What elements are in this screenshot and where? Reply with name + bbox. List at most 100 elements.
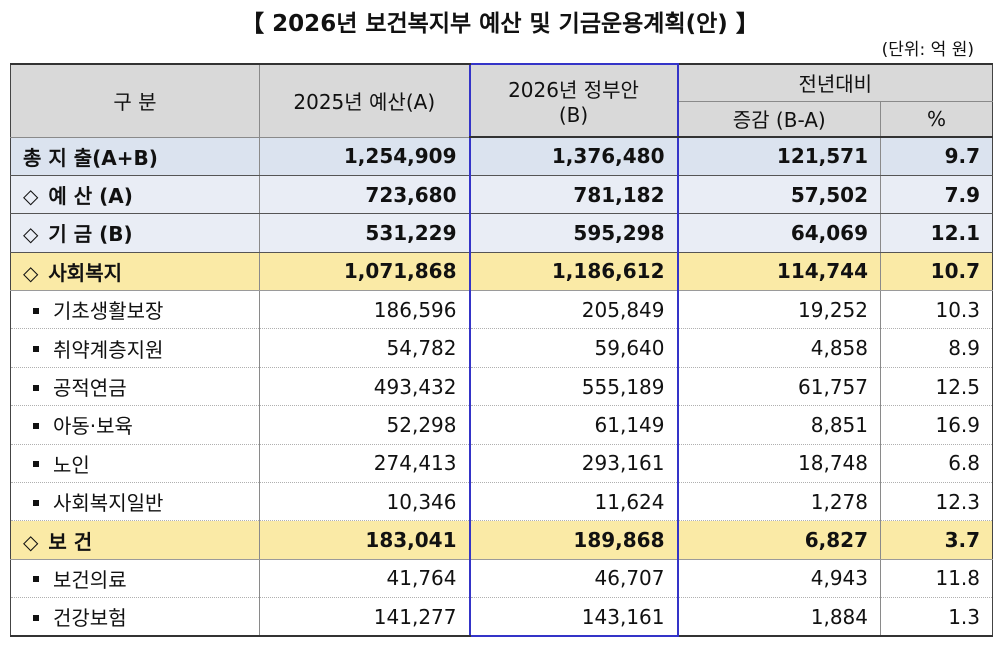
cell-percent: 6.8 [879,444,994,484]
cell-percent: 1.3 [879,597,994,638]
diamond-icon: ◇ [23,260,39,285]
cell-change: 114,744 [677,252,881,292]
budget-table: 구 분 2025년 예산(A) 2026년 정부안 (B) 전년대비 증감 (B… [10,63,994,638]
cell-percent: 9.7 [879,137,994,176]
row-label: 기초생활보장 [10,290,260,330]
cell-budget-2026: 1,376,480 [468,137,679,176]
table-body: 총 지 출(A+B) 1,254,909 1,376,480 121,571 9.7 ◇ 예… [10,137,994,638]
cell-budget-2025: 1,071,868 [259,252,470,292]
diamond-icon: ◇ [23,222,39,247]
row-label: 사회복지일반 [10,482,260,522]
table-row-sector: ◇ 보 건 183,041 189,868 6,827 3.7 [10,520,994,560]
bullet-icon [33,461,39,468]
row-label-text: 예 산 (A) [48,184,133,209]
cell-budget-2025: 183,041 [259,520,470,560]
row-label: ◇ 예 산 (A) [10,175,260,215]
table-row-sub: ◇ 기 금 (B) 531,229 595,298 64,069 12.1 [10,213,994,253]
cell-budget-2025: 723,680 [259,175,470,215]
row-label-text: 총 지 출(A+B) [23,145,158,170]
row-label: ◇ 기 금 (B) [10,213,260,253]
cell-change: 1,884 [677,597,881,638]
table-row-item: 공적연금 493,432 555,189 61,757 12.5 [10,367,994,407]
row-label: 건강보험 [10,597,260,638]
cell-budget-2025: 54,782 [259,328,470,368]
bullet-icon [33,384,39,391]
cell-budget-2025: 186,596 [259,290,470,330]
cell-change: 57,502 [677,175,881,215]
cell-change: 4,943 [677,559,881,599]
cell-percent: 12.1 [879,213,994,253]
row-label-text: 공적연금 [53,376,127,401]
row-label: 아동‧보육 [10,405,260,445]
cell-budget-2025: 274,413 [259,444,470,484]
table-row-item: 취약계층지원 54,782 59,640 4,858 8.9 [10,328,994,368]
cell-budget-2026: 1,186,612 [468,252,679,292]
row-label-text: 건강보험 [53,606,127,631]
cell-budget-2026: 143,161 [468,597,679,638]
cell-budget-2026: 61,149 [468,405,679,445]
table-row-item: 아동‧보육 52,298 61,149 8,851 16.9 [10,405,994,445]
row-label: 노인 [10,444,260,484]
page-title: 【 2026년 보건복지부 예산 및 기금운용계획(안) 】 [241,11,759,37]
cell-budget-2026: 205,849 [468,290,679,330]
table-row-sector: ◇ 사회복지 1,071,868 1,186,612 114,744 10.7 [10,252,994,292]
row-label-text: 아동‧보육 [53,414,133,439]
diamond-icon: ◇ [23,529,39,554]
cell-change: 61,757 [677,367,881,407]
row-label-text: 사회복지일반 [53,491,164,516]
cell-percent: 16.9 [879,405,994,445]
cell-budget-2025: 141,277 [259,597,470,638]
header-budget-2026-line1: 2026년 정부안 [508,78,639,102]
bullet-icon [33,576,39,583]
bullet-icon [33,614,39,621]
bullet-icon [33,499,39,506]
cell-change: 1,278 [677,482,881,522]
cell-change: 18,748 [677,444,881,484]
bullet-icon [33,307,39,314]
row-label-text: 노인 [53,452,90,477]
header-budget-2026: 2026년 정부안 (B) [468,63,679,138]
cell-budget-2025: 52,298 [259,405,470,445]
diamond-icon: ◇ [23,184,39,209]
cell-budget-2026: 293,161 [468,444,679,484]
header-percent: % [879,101,994,138]
row-label: 보건의료 [10,559,260,599]
row-label-text: 보건의료 [53,567,127,592]
header-budget-2025: 2025년 예산(A) [259,63,470,138]
row-label: 취약계층지원 [10,328,260,368]
row-label: ◇ 보 건 [10,520,260,560]
table-row-sub: ◇ 예 산 (A) 723,680 781,182 57,502 7.9 [10,175,994,215]
row-label-text: 사회복지 [48,260,122,285]
cell-percent: 11.8 [879,559,994,599]
cell-budget-2026: 46,707 [468,559,679,599]
header-yoy: 전년대비 [676,63,994,102]
cell-percent: 12.5 [879,367,994,407]
cell-change: 4,858 [677,328,881,368]
table-header: 구 분 2025년 예산(A) 2026년 정부안 (B) 전년대비 증감 (B… [10,63,994,138]
header-budget-2026-line2: (B) [558,103,589,127]
cell-change: 64,069 [677,213,881,253]
cell-percent: 7.9 [879,175,994,215]
cell-change: 19,252 [677,290,881,330]
row-label-text: 취약계층지원 [53,337,164,362]
row-label: ◇ 사회복지 [10,252,260,292]
cell-budget-2025: 41,764 [259,559,470,599]
cell-percent: 10.7 [879,252,994,292]
table-row-item: 보건의료 41,764 46,707 4,943 11.8 [10,559,994,599]
row-label: 공적연금 [10,367,260,407]
cell-change: 6,827 [677,520,881,560]
cell-percent: 8.9 [879,328,994,368]
unit-note: (단위: 억 원) [881,40,974,60]
header-change: 증감 (B-A) [677,101,881,138]
cell-budget-2026: 11,624 [468,482,679,522]
cell-percent: 3.7 [879,520,994,560]
cell-budget-2026: 189,868 [468,520,679,560]
cell-budget-2025: 10,346 [259,482,470,522]
row-label-text: 기 금 (B) [48,222,133,247]
row-label-text: 보 건 [48,529,93,554]
table-row-item: 노인 274,413 293,161 18,748 6.8 [10,444,994,484]
cell-budget-2026: 59,640 [468,328,679,368]
cell-percent: 10.3 [879,290,994,330]
bullet-icon [33,346,39,353]
cell-budget-2026: 781,182 [468,175,679,215]
